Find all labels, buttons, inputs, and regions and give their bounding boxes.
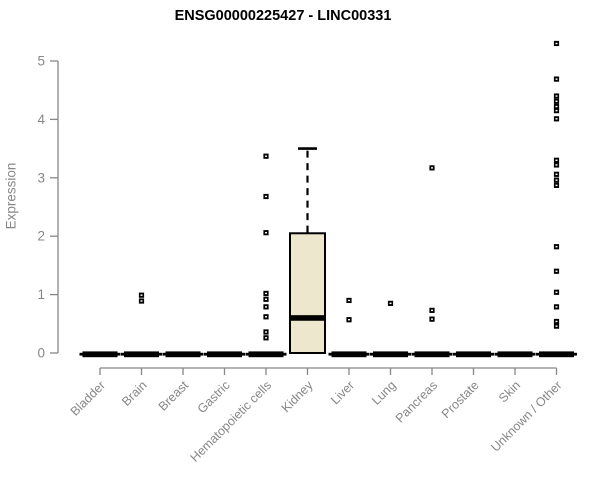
outlier-point-center	[555, 325, 558, 327]
outlier-point-center	[555, 306, 558, 308]
outlier-point-center	[555, 78, 558, 80]
outlier-point-center	[555, 105, 558, 108]
outlier-point-center	[431, 167, 433, 169]
outlier-point-center	[265, 292, 267, 295]
x-tick-label: Bladder	[68, 378, 108, 418]
boxplot-brain	[121, 292, 162, 358]
y-axis: 0 1 2 3 4 5	[37, 54, 59, 361]
outlier-point-center	[555, 118, 558, 120]
outlier-point-center	[140, 294, 143, 296]
zero-bar	[165, 351, 201, 358]
outlier-point-center	[555, 291, 558, 293]
outlier-point-center	[555, 246, 558, 248]
x-tick-label: Unknown / Other	[488, 378, 564, 454]
zero-bar	[207, 351, 242, 358]
outlier-point-center	[265, 195, 267, 198]
x-tick-label: Breast	[156, 378, 192, 414]
outlier-point-center	[555, 42, 558, 45]
outlier-point-center	[431, 309, 433, 312]
outlier-point-center	[265, 331, 267, 333]
outlier-point-center	[265, 231, 267, 234]
outlier-point-center	[348, 299, 350, 302]
boxplot-prostate	[453, 351, 494, 358]
boxplot-skin	[494, 351, 536, 358]
zero-bar	[456, 351, 491, 358]
outlier-point-center	[555, 173, 558, 175]
boxplot-liver	[328, 297, 370, 358]
outlier-point-center	[555, 184, 558, 187]
boxplot-unknown-other	[536, 40, 577, 358]
zero-bar	[373, 351, 408, 358]
x-tick-label: Pancreas	[393, 378, 440, 425]
boxplot-gastric	[204, 351, 245, 358]
y-tick-label: 3	[37, 170, 45, 185]
x-tick-label: Brain	[119, 378, 150, 409]
y-tick-label: 1	[37, 287, 45, 302]
x-tick-label: Hematopoietic cells	[188, 378, 275, 465]
zero-bar	[539, 351, 574, 358]
zero-bar	[124, 351, 159, 358]
x-tick-label: Kidney	[279, 378, 316, 415]
x-tick-label: Prostate	[439, 378, 482, 421]
outlier-point-center	[140, 300, 143, 302]
boxplot-lung	[370, 300, 411, 358]
median-line	[291, 315, 324, 321]
boxplot-kidney	[289, 147, 326, 354]
outlier-point-center	[555, 320, 558, 323]
x-tick-label: Skin	[496, 378, 523, 405]
boxplot-breast	[162, 351, 204, 358]
outlier-point-center	[555, 95, 558, 97]
zero-bar	[248, 351, 284, 358]
x-tick-label: Lung	[369, 378, 399, 408]
box-iqr	[289, 232, 326, 354]
outlier-point-center	[555, 164, 558, 166]
zero-bar	[331, 351, 367, 358]
outlier-point-center	[431, 318, 433, 320]
zero-bar	[497, 351, 533, 358]
outlier-point-center	[555, 179, 558, 181]
zero-bar	[414, 351, 450, 358]
x-tick-label: Gastric	[195, 378, 233, 416]
boxplot-hematopoietic-cells	[245, 153, 287, 358]
outlier-point-center	[265, 306, 267, 308]
x-tick-label: Liver	[328, 378, 357, 407]
outlier-point-center	[265, 298, 267, 300]
outlier-point-center	[389, 302, 392, 305]
zero-bar	[82, 351, 118, 358]
y-tick-label: 5	[37, 54, 45, 69]
outlier-point-center	[265, 337, 267, 339]
y-tick-label: 2	[37, 229, 45, 244]
outlier-point-center	[555, 109, 558, 112]
chart-title: ENSG00000225427 - LINC00331	[174, 8, 392, 24]
outlier-point-center	[265, 316, 267, 318]
boxplot-bladder	[79, 351, 121, 358]
y-tick-label: 0	[37, 346, 45, 361]
boxplot-pancreas	[411, 165, 453, 358]
outlier-point-center	[555, 270, 558, 272]
outlier-point-center	[555, 100, 558, 102]
outlier-point-center	[265, 155, 267, 157]
outlier-point-center	[348, 319, 350, 321]
outlier-point-center	[555, 159, 558, 161]
y-tick-label: 4	[37, 112, 45, 127]
